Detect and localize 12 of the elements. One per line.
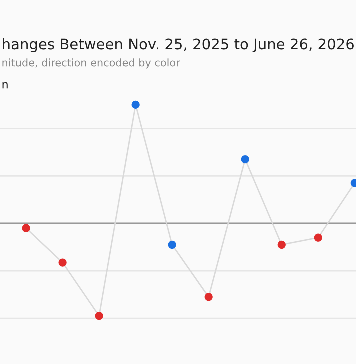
point <box>132 100 140 109</box>
chart-title: hanges Between Nov. 25, 2025 to June 26, 2026 <box>3 38 354 53</box>
point <box>168 240 176 250</box>
point <box>314 234 322 242</box>
point <box>278 240 286 250</box>
point <box>22 224 30 232</box>
point <box>95 312 104 320</box>
text: n <box>2 82 8 89</box>
point <box>241 155 250 164</box>
point <box>58 258 67 267</box>
chart-subtitle: nitude, direction encoded by color <box>2 58 180 69</box>
point <box>204 293 213 302</box>
